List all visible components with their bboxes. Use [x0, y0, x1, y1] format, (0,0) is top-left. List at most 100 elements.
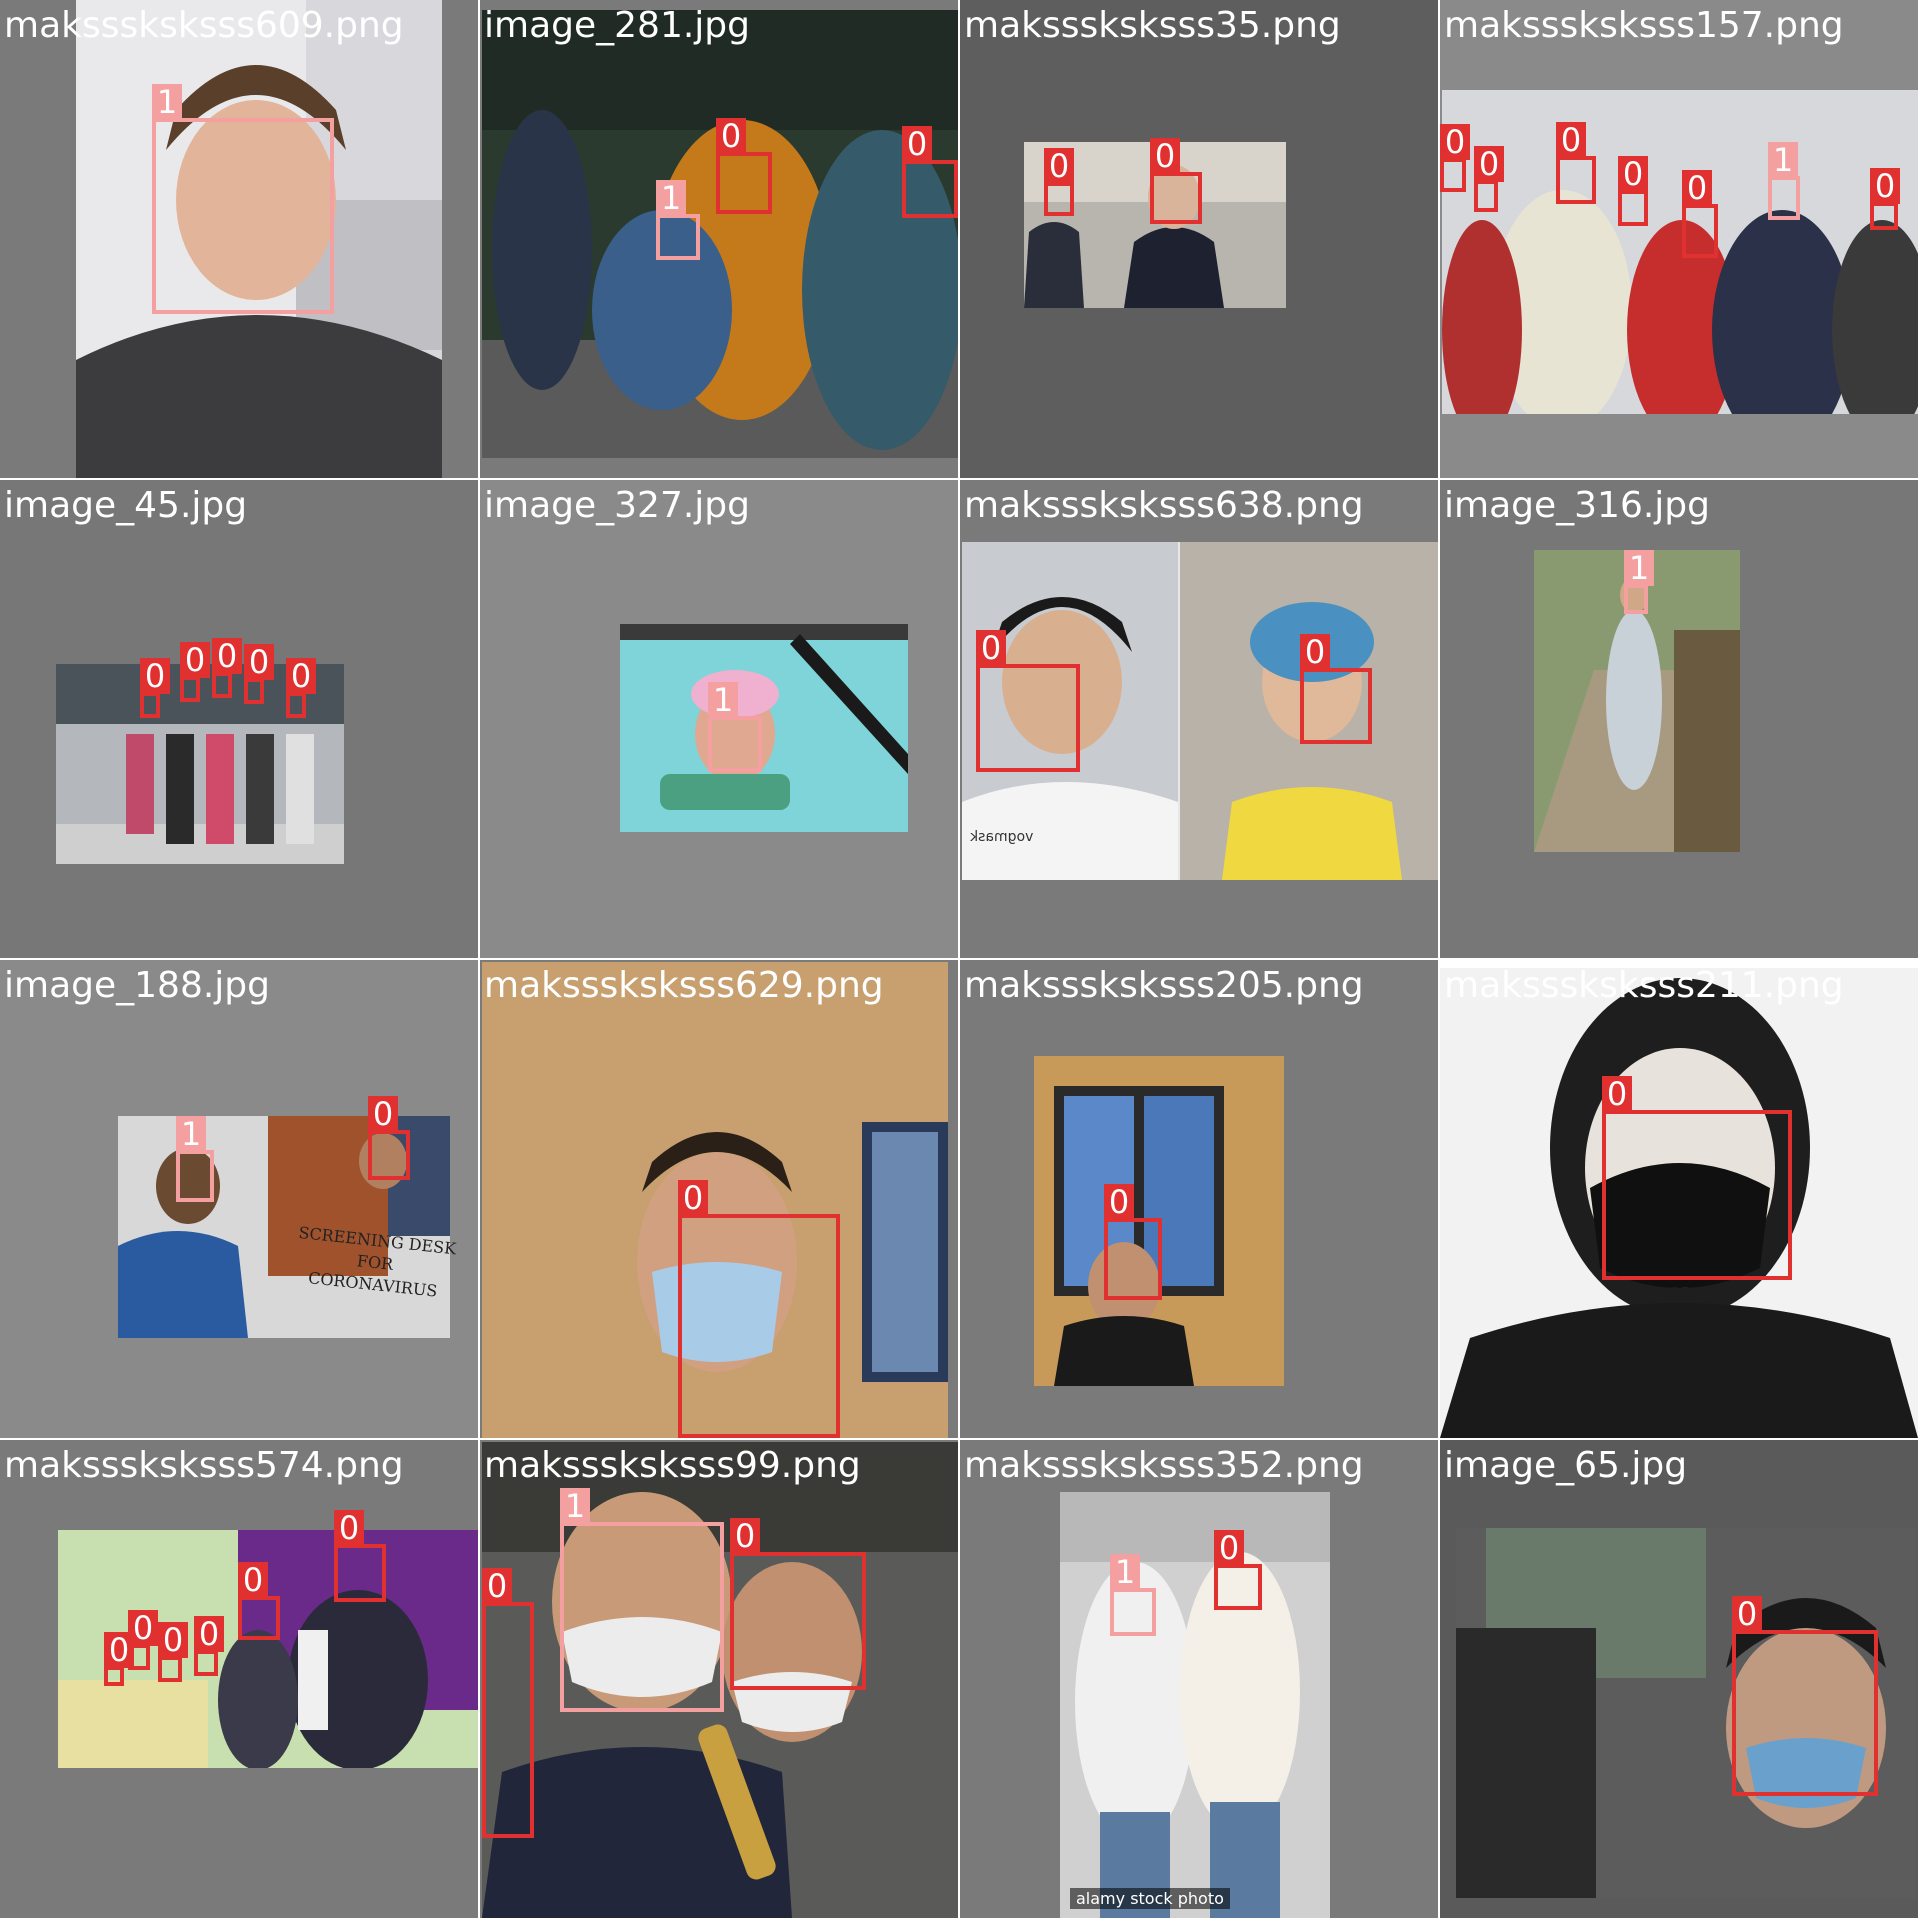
tile-14: maksssksksss99.png 1 0 0	[480, 1440, 958, 1918]
bbox-mask: 0	[482, 1568, 534, 1838]
bbox-mask: 0	[678, 1180, 840, 1438]
bbox-class-label: 0	[1682, 170, 1712, 206]
shirt-print: vogmask	[970, 829, 1034, 845]
file-name: image_188.jpg	[4, 965, 270, 1006]
tile-12: maksssksksss211.png 0	[1440, 960, 1918, 1438]
bbox-class-label: 0	[180, 642, 210, 678]
tile-3: maksssksksss35.png 0 0	[960, 0, 1438, 478]
bbox-class-label: 0	[1300, 634, 1330, 670]
file-name: maksssksksss35.png	[964, 5, 1341, 46]
photo-7	[962, 542, 1438, 880]
bbox-no-mask: 1	[1624, 550, 1654, 614]
bbox-mask: 0	[286, 658, 316, 718]
bbox-class-label: 0	[1618, 156, 1648, 192]
bbox-mask: 0	[1300, 634, 1372, 744]
photo-10	[482, 962, 948, 1438]
bbox-class-label: 0	[128, 1610, 158, 1646]
bbox-class-label: 0	[1104, 1184, 1134, 1220]
bbox-class-label: 0	[1870, 168, 1900, 204]
bbox-class-label: 1	[560, 1488, 590, 1524]
tile-4: maksssksksss157.png 0 0 0 0 0 1 0	[1440, 0, 1918, 478]
bbox-mask: 0	[730, 1518, 866, 1690]
bbox-class-label: 0	[1044, 148, 1074, 184]
bbox-class-label: 1	[708, 682, 738, 718]
bbox-class-label: 0	[140, 658, 170, 694]
bbox-mask: 0	[1870, 168, 1900, 230]
bbox-class-label: 1	[152, 84, 182, 120]
bbox-class-label: 0	[976, 630, 1006, 666]
bbox-class-label: 0	[334, 1510, 364, 1546]
tile-10: maksssksksss629.png 0	[480, 960, 958, 1438]
photo-12	[1440, 968, 1918, 1438]
bbox-mask: 0	[1732, 1596, 1878, 1796]
bbox-mask: 0	[1440, 124, 1470, 192]
tile-5: image_45.jpg 0 0 0 0 0	[0, 480, 478, 958]
bbox-class-label: 0	[1732, 1596, 1762, 1632]
bbox-mask: 0	[902, 126, 958, 218]
watermark-text: alamy stock photo	[1070, 1888, 1230, 1909]
bbox-mask: 0	[180, 642, 210, 702]
bbox-class-label: 0	[1150, 138, 1180, 174]
file-name: maksssksksss352.png	[964, 1445, 1364, 1486]
bbox-class-label: 1	[176, 1116, 206, 1152]
bbox-class-label: 0	[482, 1568, 512, 1604]
photo-9	[118, 1116, 450, 1338]
bbox-mask: 0	[1602, 1076, 1792, 1280]
bbox-class-label: 1	[656, 180, 686, 216]
bbox-mask: 0	[158, 1622, 188, 1682]
tile-8: image_316.jpg 1	[1440, 480, 1918, 958]
tile-11: maksssksksss205.png 0	[960, 960, 1438, 1438]
bbox-class-label: 0	[902, 126, 932, 162]
tile-13: maksssksksss574.png 0 0 0 0 0 0	[0, 1440, 478, 1918]
bbox-mask: 0	[1044, 148, 1074, 216]
file-name: image_45.jpg	[4, 485, 248, 526]
bbox-class-label: 1	[1624, 550, 1654, 586]
photo-8	[1534, 550, 1740, 852]
tile-9: SCREENING DESK FOR CORONAVIRUS image_188…	[0, 960, 478, 1438]
file-name: image_327.jpg	[484, 485, 750, 526]
bbox-mask: 0	[104, 1632, 134, 1686]
photo-16	[1456, 1528, 1916, 1898]
bbox-mask: 0	[976, 630, 1080, 772]
photo-4	[1442, 90, 1918, 414]
bbox-mask: 0	[1618, 156, 1648, 226]
bbox-mask: 0	[1214, 1530, 1262, 1610]
bbox-mask: 0	[1150, 138, 1202, 224]
photo-2	[482, 10, 958, 458]
bbox-class-label: 0	[1602, 1076, 1632, 1112]
tile-1: maksssksksss609.png 1	[0, 0, 478, 478]
bbox-no-mask: 1	[708, 682, 762, 772]
bbox-mask: 0	[334, 1510, 386, 1602]
bbox-class-label: 0	[368, 1096, 398, 1132]
bbox-class-label: 0	[286, 658, 316, 694]
bbox-class-label: 0	[1556, 122, 1586, 158]
file-name: maksssksksss638.png	[964, 485, 1364, 526]
bbox-mask: 0	[1682, 170, 1718, 258]
bbox-class-label: 1	[1768, 142, 1798, 178]
bbox-class-label: 0	[1440, 124, 1470, 160]
tile-16: image_65.jpg 0	[1440, 1440, 1918, 1918]
file-name: image_65.jpg	[1444, 1445, 1688, 1486]
file-name: maksssksksss574.png	[4, 1445, 404, 1486]
bbox-class-label: 0	[716, 118, 746, 154]
bbox-mask: 0	[1104, 1184, 1162, 1300]
bbox-mask: 0	[368, 1096, 410, 1180]
photo-6	[620, 624, 908, 832]
bbox-mask: 0	[716, 118, 772, 214]
bbox-class-label: 1	[1110, 1554, 1140, 1590]
bbox-mask: 0	[140, 658, 170, 718]
tile-6: image_327.jpg 1	[480, 480, 958, 958]
tile-7: vogmask maksssksksss638.png 0 0	[960, 480, 1438, 958]
bbox-mask: 0	[194, 1616, 224, 1676]
bbox-no-mask: 1	[1110, 1554, 1156, 1636]
bbox-mask: 0	[212, 638, 242, 698]
file-name: image_316.jpg	[1444, 485, 1710, 526]
bbox-mask: 0	[1474, 146, 1504, 212]
bbox-no-mask: 1	[560, 1488, 724, 1712]
bbox-no-mask: 1	[152, 84, 334, 314]
bbox-no-mask: 1	[1768, 142, 1800, 220]
bbox-class-label: 0	[104, 1632, 134, 1668]
bbox-class-label: 0	[158, 1622, 188, 1658]
bbox-class-label: 0	[678, 1180, 708, 1216]
